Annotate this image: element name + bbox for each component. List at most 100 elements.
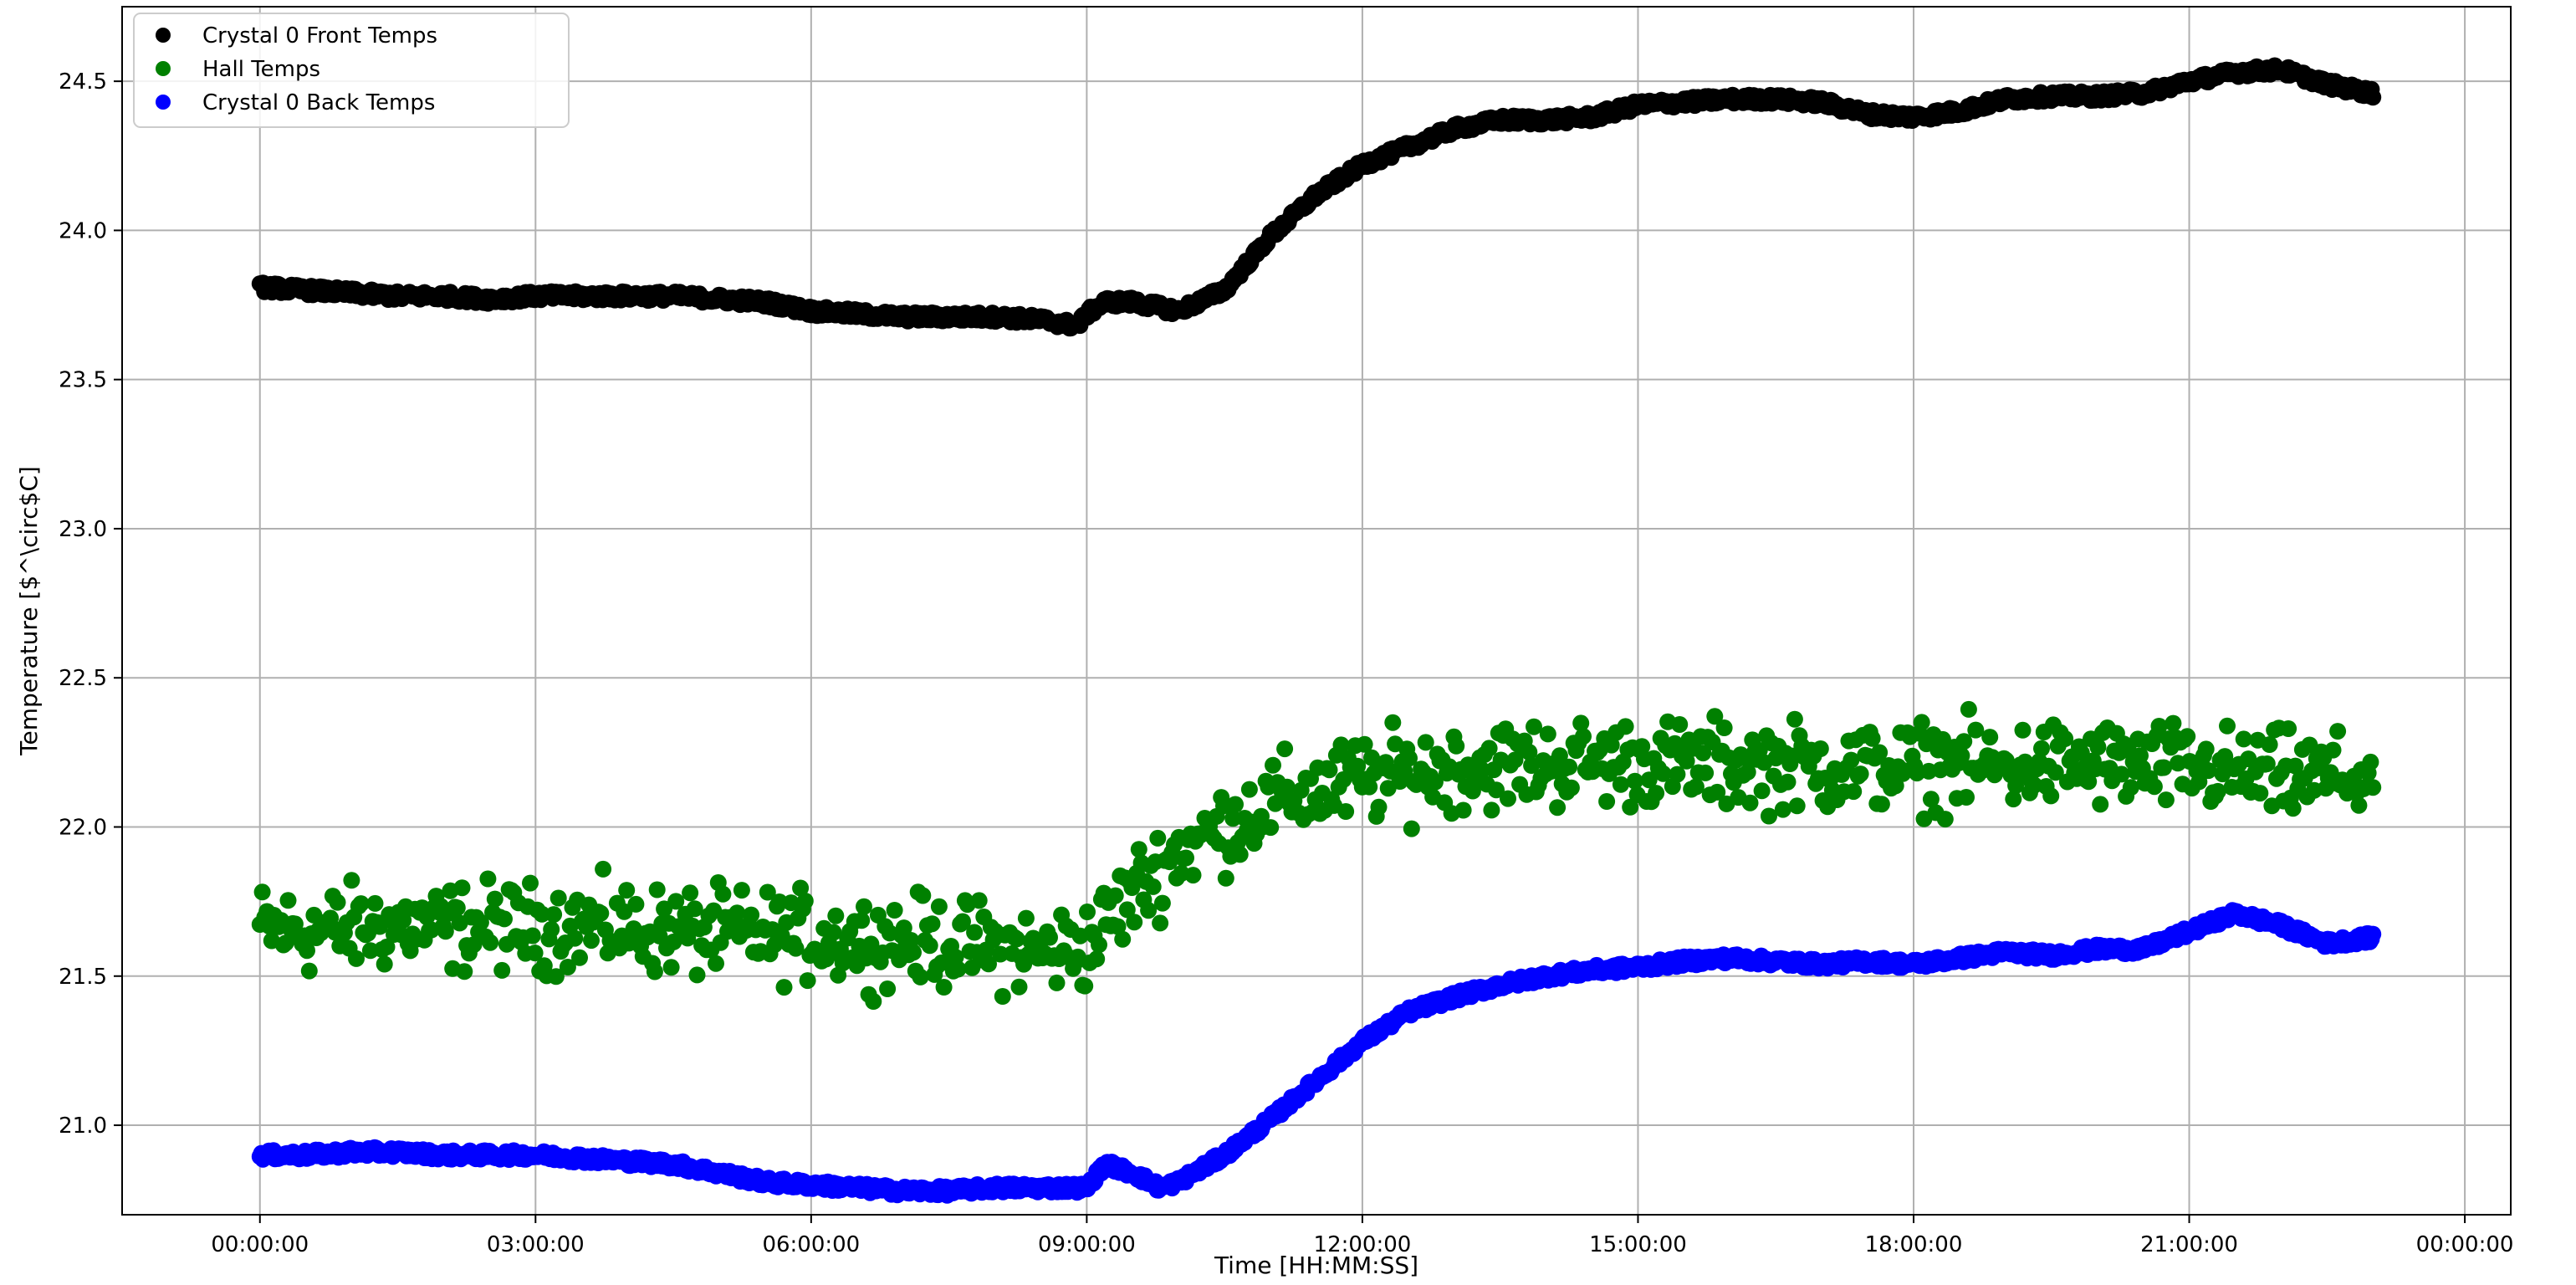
data-point [472, 914, 489, 931]
data-point [534, 905, 550, 923]
data-point [2014, 721, 2032, 739]
data-point [2047, 764, 2064, 781]
data-point [1617, 718, 1634, 735]
data-point [2122, 779, 2139, 796]
data-point [1845, 783, 1863, 801]
data-point [1010, 978, 1028, 996]
data-point [2057, 730, 2074, 747]
data-point [329, 893, 346, 911]
legend-marker-hall [156, 61, 171, 76]
data-point [1706, 708, 1724, 725]
data-point [1384, 714, 1402, 731]
data-point [865, 993, 882, 1010]
data-point [2033, 740, 2050, 757]
data-point [595, 860, 612, 878]
y-tick-label: 21.5 [59, 965, 107, 990]
data-point [825, 924, 842, 941]
data-point [1332, 736, 1350, 754]
series-0 [251, 57, 2382, 337]
data-point [2251, 785, 2269, 802]
legend-label-front: Crystal 0 Front Temps [202, 23, 437, 49]
data-point [2155, 759, 2173, 776]
data-point [1079, 904, 1096, 920]
legend-marker-front [156, 28, 171, 43]
data-point [1448, 737, 1465, 755]
data-point [448, 899, 466, 917]
data-point [482, 934, 499, 951]
data-point [1041, 929, 1058, 946]
data-point [714, 885, 732, 903]
x-tick-label: 03:00:00 [487, 1232, 585, 1257]
data-point [1812, 740, 1829, 757]
data-point [1109, 918, 1127, 935]
data-point [2240, 750, 2257, 768]
data-point [2284, 800, 2302, 817]
data-point [627, 895, 645, 913]
y-tick-label: 23.0 [59, 517, 107, 542]
data-point [1454, 801, 1472, 819]
data-point [970, 892, 988, 909]
data-point [1506, 751, 1524, 769]
data-point [2324, 741, 2342, 759]
data-point [914, 887, 932, 904]
data-point [1922, 791, 1940, 808]
data-point [930, 898, 948, 915]
data-point [253, 883, 271, 901]
data-point [2165, 714, 2182, 732]
data-point [583, 932, 600, 950]
data-point [1152, 914, 1169, 932]
data-point [792, 879, 810, 897]
data-point [1088, 950, 1106, 968]
data-point [1788, 797, 1806, 815]
data-point [1871, 744, 1889, 761]
x-tick-label: 15:00:00 [1589, 1232, 1687, 1257]
data-point [1955, 733, 1973, 750]
data-point [456, 963, 473, 980]
data-point [879, 980, 897, 997]
data-point [1140, 902, 1158, 919]
data-point [1356, 735, 1373, 753]
data-point [856, 898, 872, 915]
data-point [2350, 796, 2368, 814]
data-point [1694, 745, 1712, 762]
data-point [343, 872, 360, 889]
data-point [935, 979, 953, 996]
data-point [1126, 914, 1143, 931]
data-point [524, 927, 541, 945]
data-point [966, 924, 984, 941]
x-tick-label: 21:00:00 [2140, 1232, 2238, 1257]
data-point [954, 913, 971, 930]
data-point [923, 915, 941, 933]
data-point [895, 919, 912, 937]
data-point [1483, 801, 1500, 819]
data-point [395, 911, 412, 929]
data-point [543, 920, 560, 938]
data-point [1648, 785, 1665, 802]
data-point [1321, 761, 1338, 779]
data-point [571, 949, 588, 966]
data-point [1149, 829, 1167, 847]
data-point [559, 959, 576, 975]
data-point [1091, 936, 1107, 954]
data-point [1671, 716, 1689, 733]
data-point [1349, 757, 1367, 775]
data-point [1123, 879, 1141, 896]
data-point [1262, 819, 1280, 837]
data-point [1654, 765, 1672, 782]
data-point [286, 915, 304, 933]
data-point [1753, 782, 1771, 800]
data-point [547, 968, 565, 986]
data-point [2261, 736, 2278, 753]
data-point [775, 979, 793, 996]
data-point [1575, 728, 1592, 745]
data-point [1224, 810, 1242, 827]
x-tick-label: 09:00:00 [1038, 1232, 1136, 1257]
data-point [994, 988, 1011, 1005]
y-tick-label: 21.0 [59, 1113, 107, 1139]
series-1 [251, 700, 2382, 1010]
data-point [1227, 796, 1244, 813]
data-point [1687, 778, 1705, 796]
data-point [1852, 765, 1869, 783]
data-point [2092, 796, 2109, 813]
data-point [2329, 723, 2347, 740]
